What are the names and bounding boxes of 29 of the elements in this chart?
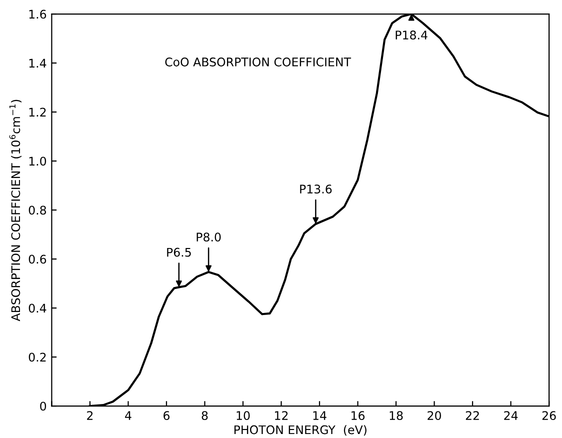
y-tick-label: 0.2 <box>28 352 46 362</box>
x-tick-label: 10 <box>236 411 250 420</box>
x-tick-label: 14 <box>313 411 326 420</box>
y-tick-label: 0.8 <box>28 206 46 215</box>
x-tick-label: 2 <box>87 411 93 420</box>
annotation: P8.0 <box>196 232 221 242</box>
annotation: P6.5 <box>167 248 191 257</box>
y-tick-label: 1.6 <box>29 10 46 19</box>
x-axis-title: PHOTON ENERGY (eV) <box>234 425 366 436</box>
y-tick-label: 0.6 <box>28 254 46 264</box>
y-tick-label: 1.2 <box>29 108 46 117</box>
y-tick-label: 0.4 <box>28 304 46 313</box>
x-tick-label: 4 <box>125 411 132 420</box>
x-tick-label: 16 <box>352 411 365 420</box>
y-tick-label: 1.4 <box>29 58 46 68</box>
x-tick-label: 22 <box>466 411 479 420</box>
x-tick-label: 12 <box>275 411 288 420</box>
x-tick-label: 8 <box>202 411 208 420</box>
text: CoO ABSORPTION COEFFICIENT <box>165 58 352 66</box>
y-tick-label: 1.0 <box>29 156 46 166</box>
x-tick-label: 20 <box>428 411 442 420</box>
y-tick-label: 0 <box>40 402 46 411</box>
annotation: P18.4 <box>396 30 428 40</box>
x-tick-label: 6 <box>164 411 170 420</box>
annotation: P13.6 <box>300 184 332 194</box>
x-tick-label: 18 <box>390 411 403 420</box>
x-tick-label: 24 <box>504 411 518 420</box>
y-axis-title: ABSORPTION COEFFICIENT (10$^{6}$cm$^{−1}$) <box>9 100 22 322</box>
x-tick-label: 26 <box>542 411 556 420</box>
